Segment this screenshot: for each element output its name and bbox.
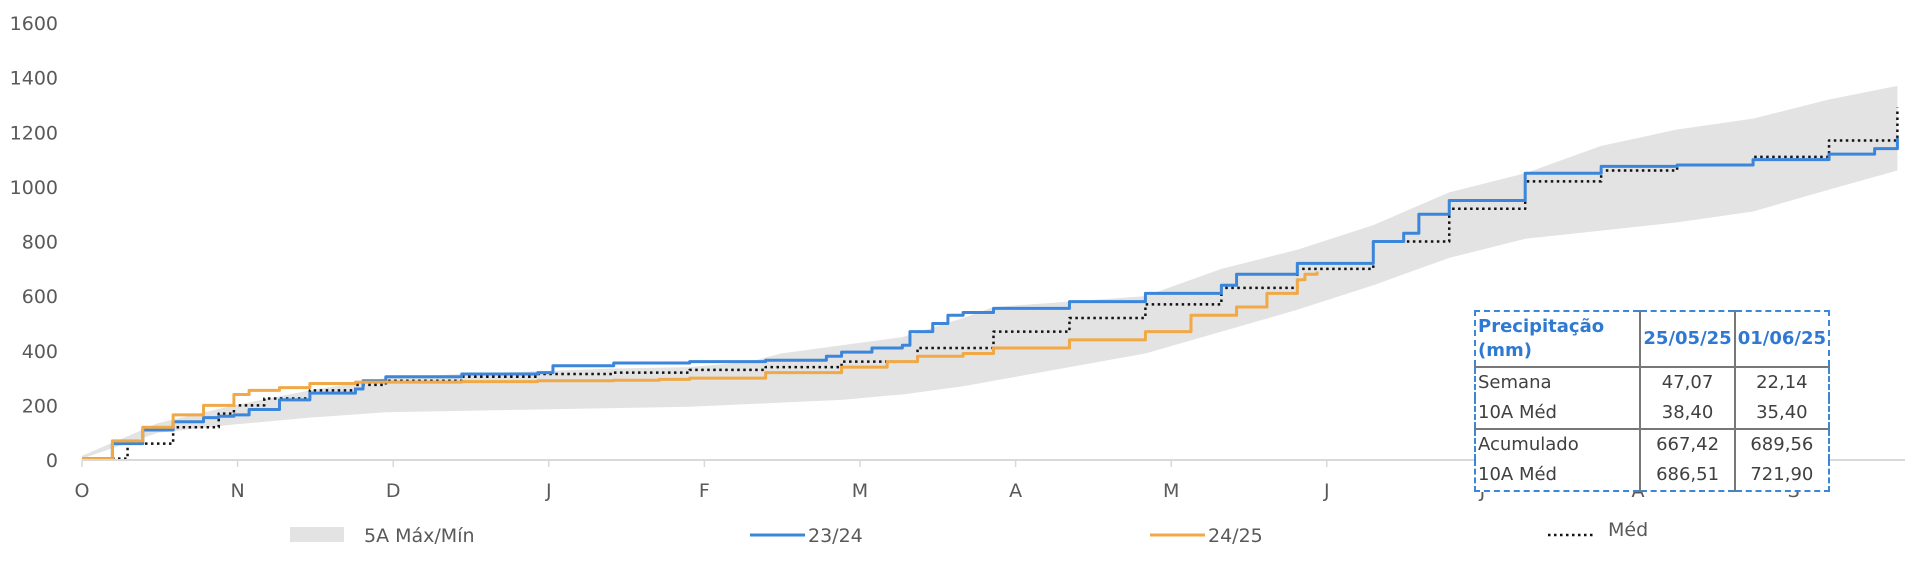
table-header-row: Precipitação (mm) 25/05/25 01/06/25 (1475, 311, 1829, 368)
legend-label-24-25: 24/25 (1208, 525, 1263, 547)
x-tick-label: A (1009, 480, 1022, 502)
table-header-date-1: 25/05/25 (1640, 311, 1736, 368)
band-5a-max-min (82, 85, 1898, 459)
table-cell: 689,56 (1734, 428, 1829, 460)
y-tick-label: 1000 (10, 177, 58, 199)
table-row: 10A Méd 38,40 35,40 (1475, 398, 1829, 429)
series-line-m-d (82, 107, 1899, 460)
table-cell: 10A Méd (1475, 398, 1642, 429)
band-layer (82, 85, 1898, 459)
table-row: Acumulado 667,42 689,56 (1475, 428, 1829, 460)
table-cell: 22,14 (1756, 372, 1808, 393)
x-tick-label: M (852, 480, 868, 502)
table-row: Semana 47,07 22,14 (1475, 367, 1829, 398)
table-cell: 10A Méd (1475, 460, 1642, 491)
y-tick-label: 1200 (10, 122, 58, 144)
y-tick-label: 600 (22, 286, 58, 308)
y-tick-label: 200 (22, 395, 58, 417)
x-tick-label: D (386, 480, 401, 502)
table-cell: 721,90 (1750, 464, 1814, 485)
table-cell: 38,40 (1640, 398, 1736, 429)
y-tick-label: 800 (22, 232, 58, 254)
x-tick-label: J (1323, 480, 1330, 502)
table-cell: 686,51 (1640, 460, 1736, 491)
table-cell: 35,40 (1756, 402, 1808, 423)
table-header-date-2: 01/06/25 (1734, 311, 1829, 368)
legend: 5A Máx/Mín 23/24 24/25 Méd (290, 519, 1648, 547)
x-tick-label: O (75, 480, 90, 502)
table-row: 10A Méd 686,51 721,90 (1475, 460, 1829, 491)
table-cell: 667,42 (1640, 428, 1736, 460)
y-tick-label: 400 (22, 341, 58, 363)
x-tick-label: F (699, 480, 710, 502)
series-line-23-24 (82, 137, 1899, 461)
x-tick-label: N (230, 480, 244, 502)
x-tick-label: M (1163, 480, 1179, 502)
legend-label-band: 5A Máx/Mín (364, 525, 475, 547)
y-tick-label: 1400 (10, 68, 58, 90)
table-cell: Semana (1475, 367, 1642, 398)
table-header-label: Precipitação (mm) (1475, 311, 1642, 368)
axis-layer: 02004006008001000120014001600ONDJFMAMJJA… (10, 13, 1905, 502)
table-cell: Acumulado (1475, 428, 1642, 460)
y-tick-label: 1600 (10, 13, 58, 35)
table-cell: 47,07 (1640, 367, 1736, 398)
series-layer (82, 107, 1899, 461)
precipitation-table: Precipitação (mm) 25/05/25 01/06/25 Sema… (1474, 310, 1830, 492)
legend-label-med: Méd (1608, 519, 1648, 541)
x-tick-label: J (545, 480, 552, 502)
series-line-24-25 (82, 271, 1319, 461)
y-tick-label: 0 (46, 450, 58, 472)
legend-label-23-24: 23/24 (808, 525, 863, 547)
legend-swatch-band (290, 527, 344, 542)
